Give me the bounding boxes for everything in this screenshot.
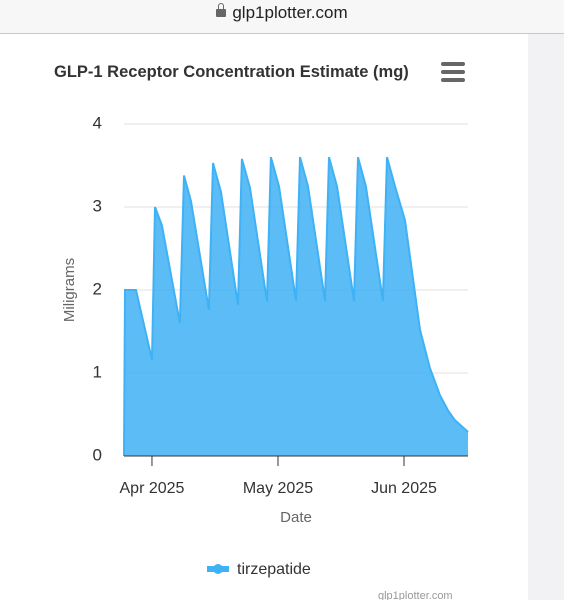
browser-bar: glp1plotter.com (0, 0, 564, 34)
x-axis-label: Date (280, 509, 312, 526)
legend-label: tirzepatide (237, 561, 311, 578)
y-tick-label: 4 (93, 113, 102, 132)
y-tick-label: 2 (93, 279, 102, 298)
y-tick-label: 1 (93, 362, 102, 381)
y-axis-label: Miligrams (61, 258, 78, 322)
credits[interactable]: glp1plotter.com (378, 590, 453, 600)
legend-item[interactable]: tirzepatide (207, 561, 311, 578)
y-tick-label: 3 (93, 196, 102, 215)
x-tick-label: May 2025 (243, 480, 313, 497)
x-tick-label: Apr 2025 (120, 480, 185, 497)
side-panel (528, 34, 564, 600)
url-text: glp1plotter.com (232, 3, 348, 22)
url[interactable]: glp1plotter.com (0, 3, 564, 23)
x-tick-label: Jun 2025 (371, 480, 437, 497)
area (124, 157, 468, 456)
menu-button[interactable] (441, 62, 465, 82)
line (123, 156, 469, 457)
y-tick-label: 0 (93, 445, 102, 464)
chart-title: GLP-1 Receptor Concentration Estimate (m… (54, 63, 409, 81)
legend-marker (213, 564, 223, 574)
